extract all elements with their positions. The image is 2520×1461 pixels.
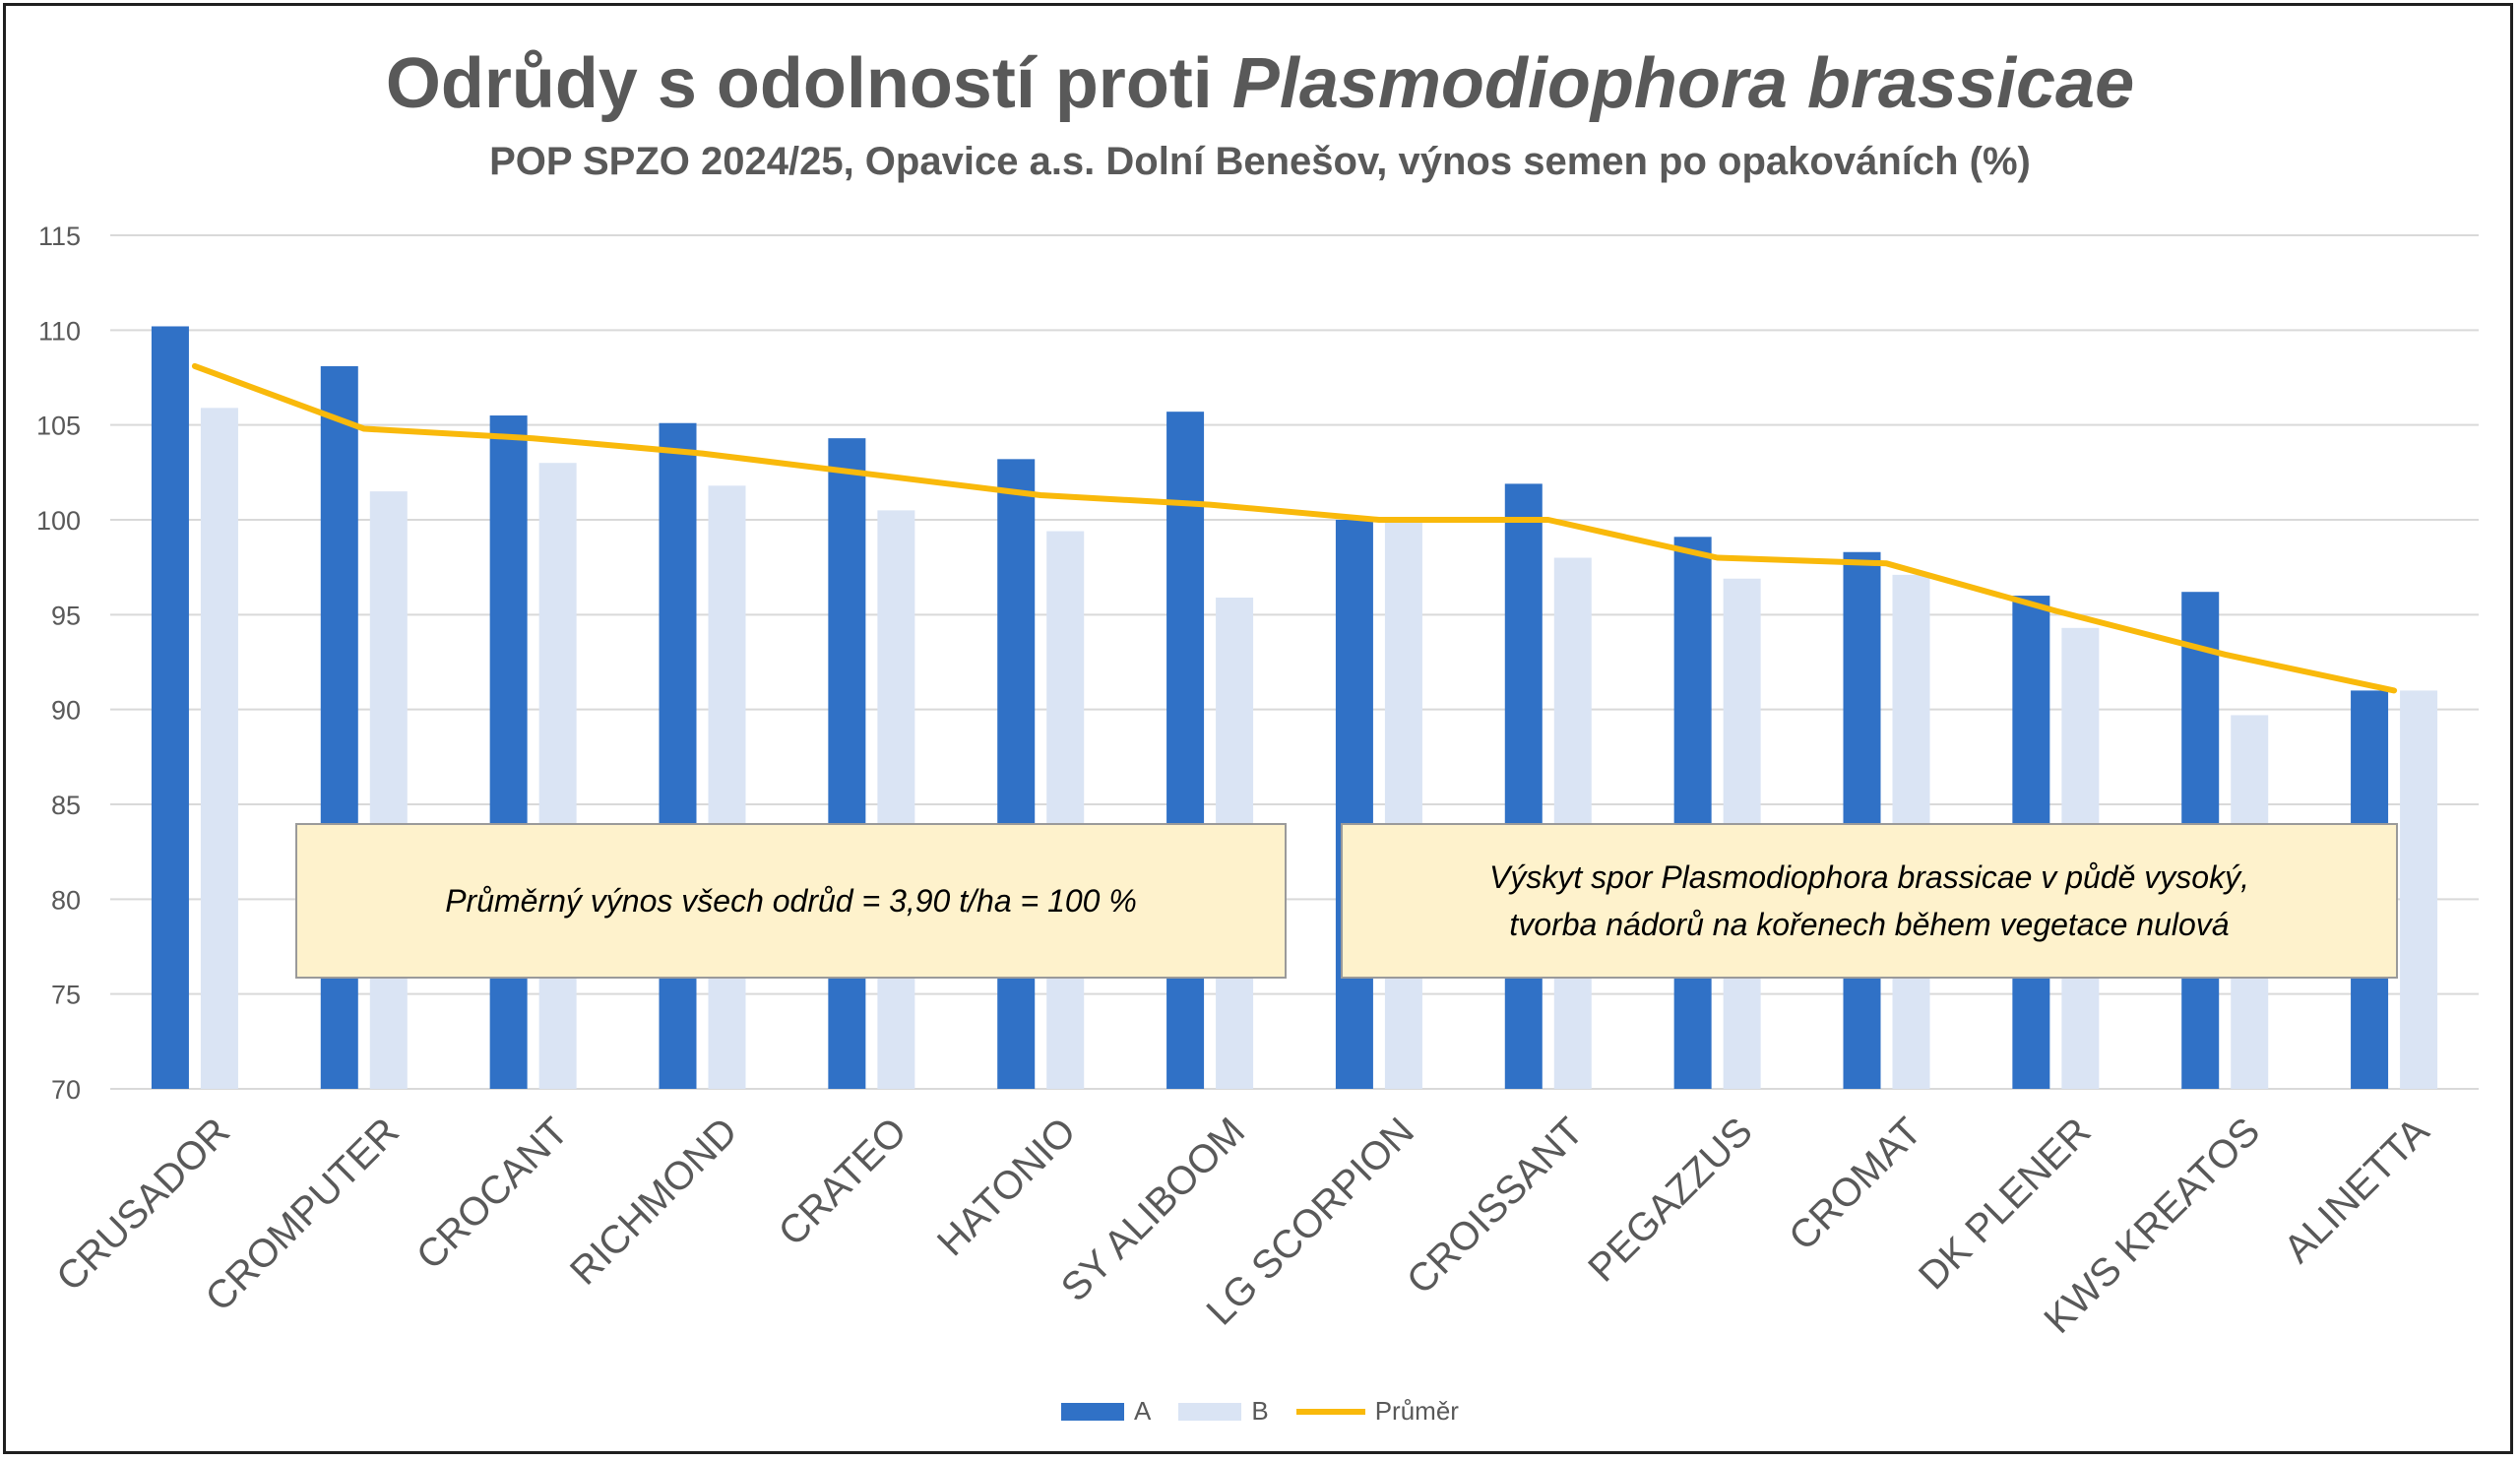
bar-b [2400,690,2438,1089]
y-tick-label: 75 [51,981,81,1010]
x-tick-label: RICHMOND [562,1110,746,1294]
y-tick-label: 110 [38,316,81,346]
x-tick-label: CROCANT [409,1110,577,1278]
annotation-spore-occurrence: Výskyt spor Plasmodiophora brassicae v p… [1341,823,2398,979]
bar-a [997,459,1036,1089]
bar-a [1843,551,1881,1089]
annotation-average-yield-text: Průměrný výnos všech odrůd = 3,90 t/ha =… [445,883,1137,919]
x-tick-label: CROISSANT [1399,1110,1592,1302]
annotation-spore-line1: Výskyt spor Plasmodiophora brassicae v p… [1489,859,2249,895]
bar-b [200,408,238,1089]
annotation-spore-line2: tvorba nádorů na kořenech během vegetace… [1509,907,2230,942]
bar-a [320,365,358,1089]
y-tick-label: 100 [36,506,81,536]
x-tick-label: CRATEO [771,1110,915,1254]
legend-swatch-average [1295,1408,1365,1415]
y-tick-label: 85 [51,791,81,820]
y-tick-label: 80 [51,885,81,915]
chart-legend: A B Průměr [0,1396,2520,1427]
bar-a [151,326,189,1090]
legend-label-b: B [1251,1396,1269,1426]
bar-b [538,463,577,1089]
bar-b [369,491,408,1090]
x-tick-label: ALINETTA [2276,1110,2437,1271]
y-tick-label: 70 [51,1075,81,1105]
annotation-average-yield: Průměrný výnos všech odrůd = 3,90 t/ha =… [295,823,1287,979]
bar-a [489,415,528,1089]
legend-item-a: A [1061,1396,1151,1427]
chart-title-main: Odrůdy s odolností proti [385,44,1232,123]
legend-swatch-a [1061,1402,1125,1421]
bar-b [708,485,746,1089]
bar-b [1384,520,1422,1089]
bar-a [1504,483,1543,1090]
x-tick-label: CROMAT [1781,1110,1930,1259]
legend-label-average: Průměr [1374,1396,1459,1426]
average-line [191,362,2398,694]
bar-a [828,438,866,1089]
legend-item-b: B [1178,1396,1269,1427]
y-tick-label: 90 [51,696,81,726]
y-tick-label: 105 [36,412,81,441]
chart-title-italic: Plasmodiophora brassicae [1231,44,2135,123]
x-tick-label: CRUSADOR [48,1110,238,1300]
legend-swatch-b [1178,1402,1242,1421]
bar-a [1166,412,1205,1089]
x-tick-label: DK PLENER [1911,1110,2099,1298]
x-tick-label: PEGAZZUS [1580,1110,1761,1291]
bar-b [877,510,915,1089]
y-tick-label: 115 [38,222,81,251]
y-tick-label: 95 [51,601,81,630]
legend-label-a: A [1134,1396,1152,1426]
bar-a [1335,520,1373,1089]
bar-b [1046,531,1085,1089]
bar-a [659,422,697,1089]
legend-item-average: Průměr [1295,1396,1459,1427]
x-tick-label: HATONIO [929,1110,1084,1264]
bar-a [1673,537,1712,1089]
chart-title: Odrůdy s odolností proti Plasmodiophora … [0,39,2520,128]
chart-subtitle: POP SPZO 2024/25, Opavice a.s. Dolní Ben… [489,140,2031,183]
